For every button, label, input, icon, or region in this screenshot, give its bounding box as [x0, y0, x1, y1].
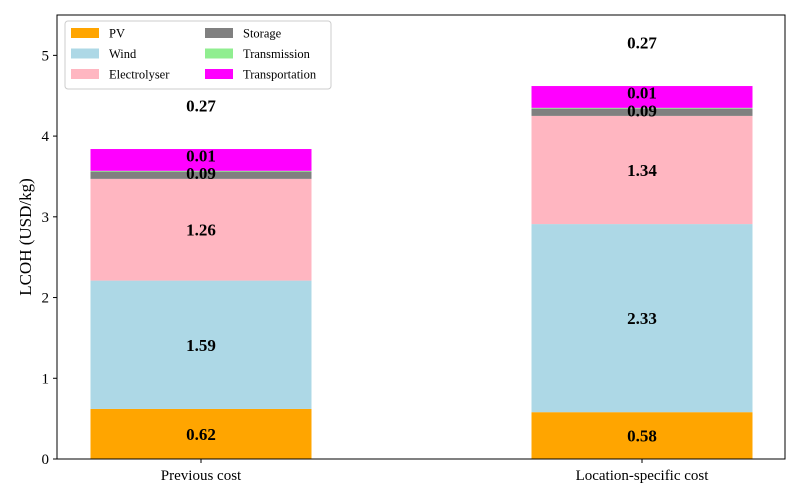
bar-segment-transportation-1 [90, 149, 312, 171]
data-label-storage-1: 0.09 [186, 164, 216, 183]
legend-swatch-transmission [205, 48, 233, 59]
data-label-transportation-1: 0.27 [186, 96, 216, 115]
legend-label-transmission: Transmission [243, 47, 311, 61]
y-tick-label: 4 [42, 129, 50, 145]
bar-segment-transmission-1 [90, 170, 312, 172]
data-label-wind-1: 1.59 [186, 336, 216, 355]
bar-segment-wind-2 [531, 224, 753, 413]
bar-segment-storage-2 [531, 108, 753, 116]
bar-segment-transmission-2 [531, 107, 753, 109]
bar-segment-transportation-2 [531, 86, 753, 108]
y-tick-label: 3 [42, 210, 50, 226]
legend-swatch-electrolyser [71, 69, 99, 79]
legend-label-storage: Storage [243, 27, 282, 41]
data-label-pv-1: 0.62 [186, 425, 216, 444]
data-label-transmission-1: 0.01 [186, 146, 216, 165]
y-tick-label: 2 [42, 291, 50, 307]
legend: PV Wind Electrolyser Storage Transmission Tra… [64, 20, 332, 90]
legend-swatch-transportation [205, 69, 233, 79]
data-label-transmission-2: 0.01 [627, 83, 657, 102]
y-tick-label: 0 [42, 452, 50, 468]
bar-segment-electrolyser-2 [531, 115, 753, 225]
y-tick-label: 5 [42, 48, 50, 64]
bar-segment-electrolyser-1 [90, 178, 312, 281]
data-label-electrolyser-2: 1.34 [627, 161, 657, 180]
y-axis-title: LCOH (USD/kg) [16, 178, 35, 296]
legend-swatch-wind [71, 48, 99, 59]
data-label-pv-2: 0.58 [627, 427, 657, 446]
bar-segment-storage-1 [90, 171, 312, 179]
bar-segments [90, 86, 753, 459]
legend-label-pv: PV [109, 27, 125, 41]
legend-swatch-pv [71, 28, 99, 38]
y-axis-ticks: 0 1 2 3 4 5 [42, 48, 57, 468]
legend-swatch-storage [205, 28, 233, 38]
bar-segment-pv-1 [90, 408, 312, 459]
data-label-transportation-2: 0.27 [627, 33, 657, 52]
legend-frame [64, 20, 332, 90]
bar-segment-pv-2 [531, 412, 753, 459]
data-labels: 0.621.591.260.090.010.270.582.331.340.09… [186, 33, 657, 445]
x-tick-label: Previous cost [161, 468, 242, 484]
legend-label-wind: Wind [109, 47, 137, 61]
x-tick-label: Location-specific cost [576, 468, 710, 484]
y-tick-label: 1 [42, 371, 50, 387]
bar-segment-wind-1 [90, 280, 312, 409]
data-label-wind-2: 2.33 [627, 309, 657, 328]
x-axis-ticks: Previous cost Location-specific cost [161, 459, 709, 484]
data-label-storage-2: 0.09 [627, 101, 657, 120]
data-label-electrolyser-1: 1.26 [186, 221, 216, 240]
plot-frame [56, 14, 786, 460]
legend-label-transportation: Transportation [243, 68, 317, 82]
legend-label-electrolyser: Electrolyser [109, 68, 170, 82]
